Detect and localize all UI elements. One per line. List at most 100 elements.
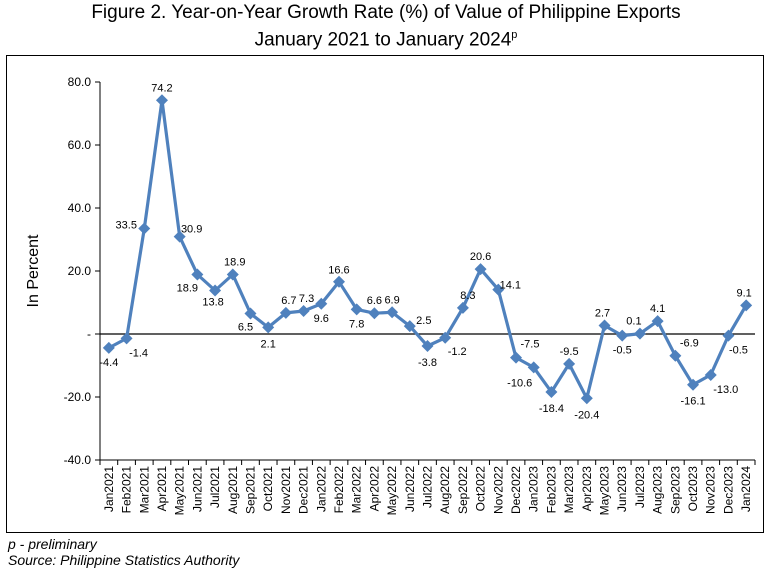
data-label: -0.5 <box>613 345 632 357</box>
data-label: 74.2 <box>151 82 172 94</box>
x-tick-label: Mar2023 <box>562 466 576 514</box>
x-tick-label: Sep2023 <box>668 466 682 514</box>
data-label: -7.5 <box>521 339 540 351</box>
x-tick-label: Apr2022 <box>367 466 381 512</box>
data-point <box>262 321 275 334</box>
data-point <box>368 307 381 320</box>
data-label: -1.4 <box>129 347 148 359</box>
data-point <box>492 283 505 296</box>
data-point <box>226 268 239 281</box>
x-tick-label: Nov2022 <box>491 466 505 514</box>
x-tick-label: May2022 <box>385 466 399 516</box>
x-tick-label: Jun2023 <box>615 466 629 512</box>
data-label: 0.1 <box>626 316 641 328</box>
x-tick-label: Jan2024 <box>739 466 753 512</box>
data-label: -6.9 <box>680 338 699 350</box>
x-tick-label: Apr2021 <box>155 466 169 512</box>
x-tick-label: Feb2021 <box>120 466 134 514</box>
x-tick-label: Jul2022 <box>421 466 435 508</box>
data-point <box>633 327 646 340</box>
x-tick-label: Jul2023 <box>633 466 647 508</box>
y-tick-label: 40.0 <box>68 201 92 215</box>
x-tick-label: Dec2023 <box>721 466 735 514</box>
x-tick-label: Oct2022 <box>474 466 488 512</box>
data-label: 9.1 <box>737 287 752 299</box>
data-point <box>651 315 664 328</box>
data-point <box>403 320 416 333</box>
x-tick-label: Mar2021 <box>137 466 151 514</box>
data-point <box>510 351 523 364</box>
data-label: -10.6 <box>507 377 532 389</box>
data-point <box>563 357 576 370</box>
x-tick-label: Oct2021 <box>261 466 275 512</box>
preliminary-mark: p <box>511 29 518 41</box>
data-point <box>687 378 700 391</box>
data-point <box>173 230 186 243</box>
data-label: 18.9 <box>177 282 198 294</box>
data-point <box>102 341 115 354</box>
x-tick-label: Oct2023 <box>686 466 700 512</box>
data-label: 6.9 <box>384 294 399 306</box>
y-tick-label: 60.0 <box>68 138 92 152</box>
data-point <box>332 275 345 288</box>
title-line-1: Figure 2. Year-on-Year Growth Rate (%) o… <box>91 2 681 23</box>
data-point <box>616 329 629 342</box>
x-tick-label: May2023 <box>598 466 612 516</box>
x-tick-label: Jan2021 <box>102 466 116 512</box>
data-point <box>456 301 469 314</box>
y-axis-label: In Percent <box>25 234 42 307</box>
data-label: 16.6 <box>328 265 349 277</box>
data-label: 7.8 <box>349 318 364 330</box>
data-label: -4.4 <box>99 357 118 369</box>
data-point <box>350 303 363 316</box>
x-tick-label: Feb2023 <box>544 466 558 514</box>
data-point <box>722 329 735 342</box>
x-tick-label: Jul2021 <box>208 466 222 508</box>
y-tick-label: - <box>87 327 91 341</box>
x-tick-label: Apr2023 <box>580 466 594 512</box>
data-label: 2.1 <box>261 338 276 350</box>
data-point <box>474 263 487 276</box>
data-point <box>439 331 452 344</box>
footnote: p - preliminary <box>8 536 97 552</box>
x-tick-label: Sep2021 <box>243 466 257 514</box>
data-label: -13.0 <box>713 384 738 396</box>
x-tick-label: Aug2022 <box>438 466 452 514</box>
data-point <box>527 361 540 374</box>
data-label: -9.5 <box>560 346 579 358</box>
data-label: 2.7 <box>595 307 610 319</box>
x-tick-label: Jun2022 <box>403 466 417 512</box>
data-point <box>244 307 257 320</box>
chart-frame: 80.0 60.0 40.0 20.0 - -20.0 -40.0 Jan2021 Feb202… <box>6 55 764 533</box>
data-point <box>120 332 133 345</box>
x-tick-label: Jun2021 <box>190 466 204 512</box>
data-label: 8.3 <box>460 290 475 302</box>
y-tick-label: 20.0 <box>68 264 92 278</box>
data-point <box>545 385 558 398</box>
title-period: January 2021 to January 2024 <box>254 29 512 51</box>
data-label: 7.3 <box>299 293 314 305</box>
x-tick-label: Jan2023 <box>527 466 541 512</box>
x-tick-label: Mar2022 <box>350 466 364 514</box>
data-point <box>421 339 434 352</box>
x-tick-label: Nov2023 <box>704 466 718 514</box>
data-point <box>315 297 328 310</box>
source-note: Source: Philippine Statistics Authority <box>8 552 240 568</box>
data-label: -16.1 <box>681 396 706 408</box>
y-tick-label: -40.0 <box>64 453 92 467</box>
data-label: 4.1 <box>650 303 665 315</box>
data-label: 18.9 <box>224 256 245 268</box>
x-tick-label: Sep2022 <box>456 466 470 514</box>
series-line <box>108 98 748 400</box>
x-tick-label: Aug2023 <box>651 466 665 514</box>
data-point <box>598 319 611 332</box>
data-label: 2.5 <box>416 315 431 327</box>
data-label: -20.4 <box>574 409 599 421</box>
x-tick-label: Dec2022 <box>509 466 523 514</box>
data-point <box>209 284 222 297</box>
x-tick-label: Feb2022 <box>332 466 346 514</box>
title-line-2: January 2021 to January 2024p <box>0 24 772 51</box>
data-label: 13.8 <box>202 297 223 309</box>
data-point <box>138 222 151 235</box>
data-label: 9.6 <box>314 313 329 325</box>
